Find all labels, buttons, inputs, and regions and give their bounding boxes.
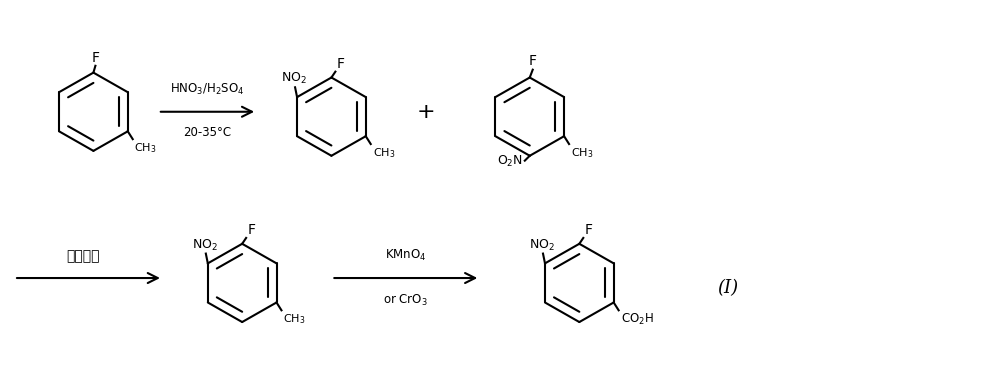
Text: CH$_3$: CH$_3$ <box>134 141 156 155</box>
Text: F: F <box>529 54 537 68</box>
Text: CO$_2$H: CO$_2$H <box>621 312 653 327</box>
Text: HNO$_3$/H$_2$SO$_4$: HNO$_3$/H$_2$SO$_4$ <box>170 82 245 97</box>
Text: +: + <box>416 102 435 122</box>
Text: NO$_2$: NO$_2$ <box>529 238 555 253</box>
Text: NO$_2$: NO$_2$ <box>192 238 218 253</box>
Text: F: F <box>336 57 344 71</box>
Text: F: F <box>247 223 255 237</box>
Text: F: F <box>91 51 99 65</box>
Text: 20-35°C: 20-35°C <box>183 127 232 139</box>
Text: or CrO$_3$: or CrO$_3$ <box>383 293 428 308</box>
Text: F: F <box>584 223 592 237</box>
Text: O$_2$N: O$_2$N <box>497 154 523 169</box>
Text: CH$_3$: CH$_3$ <box>283 312 306 326</box>
Text: KMnO$_4$: KMnO$_4$ <box>385 248 427 263</box>
Text: 减压精馏: 减压精馏 <box>67 249 100 263</box>
Text: CH$_3$: CH$_3$ <box>571 146 594 160</box>
Text: CH$_3$: CH$_3$ <box>373 146 395 160</box>
Text: NO$_2$: NO$_2$ <box>281 71 307 86</box>
Text: (Ⅰ): (Ⅰ) <box>718 279 739 297</box>
